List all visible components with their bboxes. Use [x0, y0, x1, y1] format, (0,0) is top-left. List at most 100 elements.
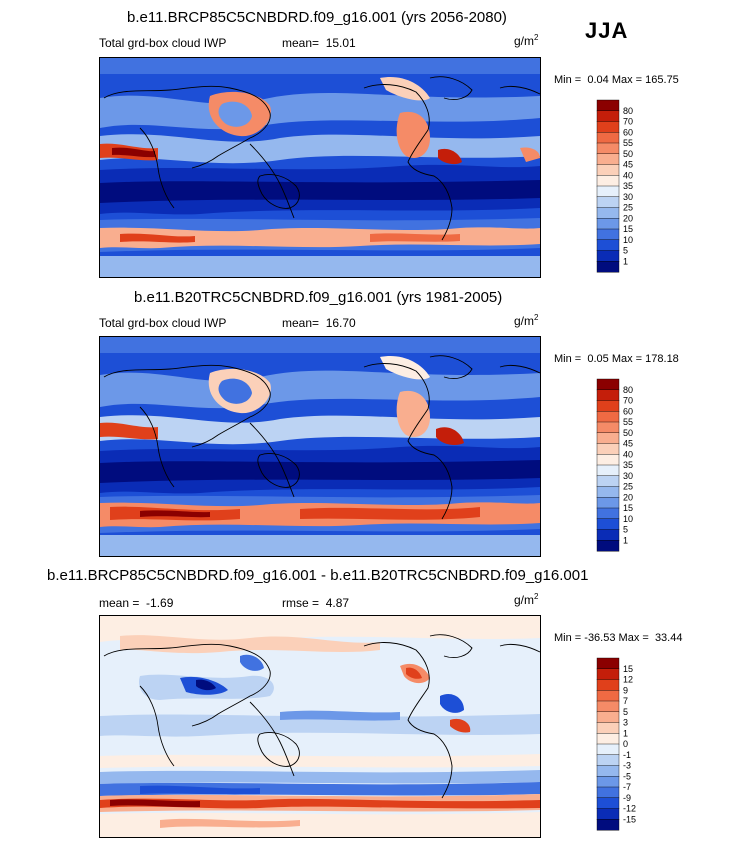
panel2-map [99, 336, 541, 557]
colorbar-box [596, 378, 620, 391]
colorbar-level-label: 10 [623, 514, 633, 524]
panel2-minmax: Min = 0.05 Max = 178.18 [554, 353, 679, 365]
panel1-variable-label: Total grd-box cloud IWP [99, 36, 227, 50]
colorbar-level-label: 50 [623, 428, 633, 438]
colorbar-box [596, 421, 620, 434]
colorbar-box [596, 164, 620, 176]
colorbar-level-label: 1 [623, 256, 628, 266]
colorbar-box [596, 700, 620, 713]
panel2-colorbar: 80 70 60 55 50 45 40 35 30 25 20 15 10 5 1 [596, 378, 633, 554]
colorbar-box [596, 207, 620, 219]
panel3-min-value: -36.53 [584, 632, 616, 644]
colorbar-level-label: 25 [623, 203, 633, 213]
colorbar-level-label: 15 [623, 503, 633, 513]
colorbar-box [596, 185, 620, 198]
colorbar-box [596, 454, 620, 466]
panel3-min-label: Min = [554, 632, 582, 644]
colorbar-box [596, 464, 620, 477]
colorbar-level-label: 20 [623, 213, 633, 223]
panel2-mean-label: mean= [282, 316, 320, 330]
colorbar-level-label: 55 [623, 138, 633, 148]
colorbar-box [596, 261, 620, 273]
panel1-mean-value: 15.01 [325, 36, 356, 50]
colorbar-box [596, 497, 620, 509]
colorbar-level-label: 80 [623, 106, 633, 116]
colorbar-level-label: 15 [623, 664, 633, 674]
panel1-min-value: 0.04 [587, 74, 609, 86]
colorbar-level-label: 60 [623, 127, 633, 137]
colorbar-level-label: 3 [623, 718, 628, 728]
panel3-units: g/m2 [514, 592, 538, 607]
panel1-map [99, 57, 541, 278]
colorbar-box [596, 389, 620, 402]
panel1-mean: mean= 15.01 [282, 36, 356, 50]
colorbar-box [596, 786, 620, 799]
colorbar-level-label: 80 [623, 385, 633, 395]
panel2-units-base: g/m [514, 314, 535, 328]
colorbar-level-label: 45 [623, 439, 633, 449]
panel2-min-value: 0.05 [587, 353, 609, 365]
panel2-max-value: 178.18 [645, 353, 679, 365]
panel3-units-exp: 2 [534, 592, 539, 601]
colorbar-box [596, 797, 620, 810]
panel1-mean-label: mean= [282, 36, 320, 50]
panel2-title: b.e11.B20TRC5CNBDRD.f09_g16.001 (yrs 198… [134, 289, 503, 306]
panel3-map [99, 615, 541, 838]
colorbar-box [596, 99, 620, 112]
colorbar-level-label: 30 [623, 192, 633, 202]
colorbar-level-label: -1 [623, 750, 631, 760]
colorbar-level-label: 70 [623, 117, 633, 127]
colorbar-level-label: 1 [623, 535, 628, 545]
season-label: JJA [585, 18, 629, 43]
panel1-max-value: 165.75 [645, 74, 679, 86]
colorbar-level-label: 9 [623, 685, 628, 695]
colorbar-level-label: 15 [623, 224, 633, 234]
panel1-units-base: g/m [514, 34, 535, 48]
panel1-units-exp: 2 [534, 33, 539, 42]
colorbar-level-label: -15 [623, 814, 636, 824]
colorbar-box [596, 819, 620, 831]
colorbar-box [596, 733, 620, 745]
panel1-min-label: Min = [554, 74, 582, 86]
colorbar-box [596, 529, 620, 541]
colorbar-level-label: 10 [623, 235, 633, 245]
panel3-max-value: 33.44 [654, 632, 683, 644]
colorbar-box [596, 196, 620, 209]
panel3-units-base: g/m [514, 593, 535, 607]
colorbar-level-label: -7 [623, 782, 631, 792]
colorbar-level-label: 5 [623, 246, 628, 256]
colorbar-box [596, 121, 620, 133]
colorbar-box [596, 250, 620, 262]
colorbar-box [596, 432, 620, 445]
colorbar-level-label: 0 [623, 739, 628, 749]
panel3-rmse-value: 4.87 [325, 596, 350, 610]
panel3-mean: mean = -1.69 [99, 596, 173, 610]
colorbar-box [596, 175, 620, 187]
panel2-variable-label: Total grd-box cloud IWP [99, 316, 227, 330]
colorbar-box [596, 711, 620, 724]
panel3-max-label: Max = [618, 632, 649, 644]
colorbar-level-label: 70 [623, 396, 633, 406]
colorbar-box [596, 668, 620, 681]
colorbar-level-label: 1 [623, 728, 628, 738]
colorbar-level-label: 7 [623, 696, 628, 706]
panel3-mean-label: mean = [99, 596, 140, 610]
colorbar-level-label: -5 [623, 771, 631, 781]
colorbar-level-label: 20 [623, 492, 633, 502]
colorbar-level-label: 5 [623, 525, 628, 535]
colorbar-box [596, 808, 620, 820]
colorbar-level-label: 35 [623, 460, 633, 470]
colorbar-box [596, 518, 620, 531]
panel3-colorbar: 15 12 9 7 5 3 1 0 -1 -3 -5 -7 -9 -12 -15 [596, 657, 636, 833]
colorbar-box [596, 743, 620, 756]
colorbar-box [596, 475, 620, 488]
panel1-minmax: Min = 0.04 Max = 165.75 [554, 74, 679, 86]
panel2-mean-value: 16.70 [325, 316, 356, 330]
panel3-mean-value: -1.69 [146, 596, 174, 610]
colorbar-box [596, 218, 620, 230]
colorbar-box [596, 765, 620, 777]
colorbar-level-label: 55 [623, 417, 633, 427]
colorbar-level-label: -9 [623, 793, 631, 803]
panel2-mean: mean= 16.70 [282, 316, 356, 330]
panel1-colorbar: 80 70 60 55 50 45 40 35 30 25 20 15 10 5 1 [596, 99, 633, 275]
